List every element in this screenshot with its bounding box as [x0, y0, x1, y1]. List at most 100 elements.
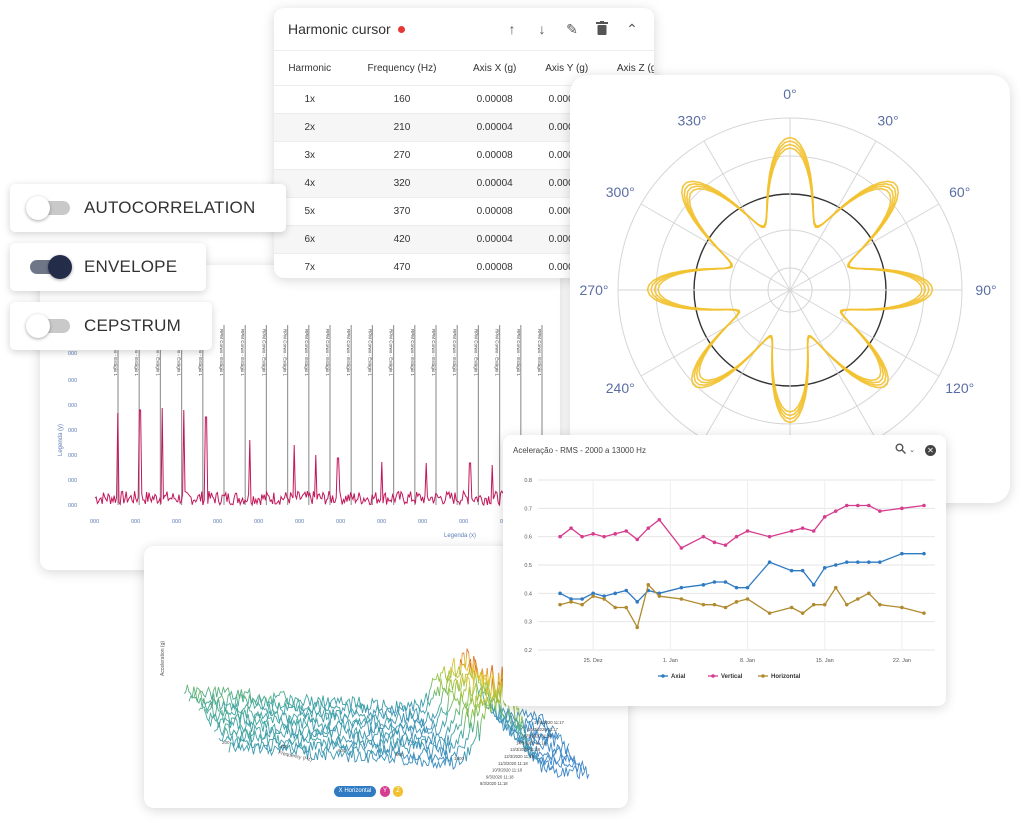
harmonic-marker-label: RPM Corwo - Estágio 1 — [346, 329, 351, 377]
harmonic-toolbar: ↑ ↓ ✎ ⌃ — [504, 20, 640, 38]
data-point — [767, 560, 772, 564]
y-tick-label: 0.5 — [524, 563, 532, 569]
data-point — [800, 611, 805, 615]
data-point — [745, 597, 750, 601]
trash-icon[interactable] — [594, 20, 610, 38]
data-point — [745, 529, 750, 533]
data-point — [580, 534, 584, 539]
data-point — [646, 583, 651, 587]
data-point — [591, 532, 595, 536]
data-point — [657, 591, 662, 596]
spectrum-x-tick: 000 — [459, 519, 468, 525]
table-cell: 0.00004 — [458, 113, 531, 142]
polar-grid-spoke — [703, 289, 791, 440]
polar-plot-panel: 0° 30° 60° 90° 120° 240° 270° 300° 330° — [570, 75, 1010, 503]
data-point — [789, 568, 794, 573]
data-point — [624, 529, 629, 533]
polar-plot: 0° 30° 60° 90° 120° 240° 270° 300° 330° — [580, 86, 997, 463]
table-cell: 0.00004 — [458, 169, 531, 198]
data-point — [679, 597, 684, 601]
spectrum-y-tick: 000 — [68, 351, 77, 357]
autocorrelation-switch[interactable] — [26, 196, 72, 220]
data-point — [635, 625, 640, 630]
table-cell: 420 — [345, 225, 459, 254]
legend-y[interactable]: Y — [380, 786, 390, 797]
legend-label: Vertical — [721, 674, 743, 680]
table-cell: 7x — [274, 253, 346, 278]
arrow-up-icon[interactable]: ↑ — [508, 20, 516, 37]
table-cell: 210 — [345, 113, 459, 142]
waterfall-x-tick: 600 — [338, 748, 346, 753]
waterfall-trace — [228, 669, 590, 780]
accel-panel-title: Aceleração - RMS - 2000 a 13000 Hz — [513, 445, 646, 455]
x-tick-label: 22. Jan — [893, 658, 911, 664]
data-point — [844, 560, 849, 564]
data-point — [789, 605, 794, 610]
data-point — [679, 546, 684, 550]
chevron-down-icon[interactable]: ⌄ — [909, 447, 915, 454]
data-point — [856, 503, 860, 508]
data-point — [712, 580, 717, 584]
accel-toolbar: ⌄ ✕ — [895, 443, 936, 457]
harmonic-marker-label: RPM Corwo - Estágio 1 — [283, 329, 288, 377]
search-icon[interactable] — [895, 443, 907, 457]
data-point — [591, 591, 595, 596]
data-point — [800, 568, 805, 573]
data-point — [922, 611, 926, 615]
spectrum-y-tick: 000 — [68, 453, 77, 459]
table-cell: 320 — [345, 169, 459, 198]
data-point — [679, 585, 684, 590]
data-point — [878, 560, 882, 564]
harmonic-panel-title: Harmonic cursor — [288, 21, 391, 37]
chevron-up-icon[interactable]: ⌃ — [626, 20, 638, 37]
waterfall-date-label: 11/3/2020 11:18 — [498, 761, 528, 766]
harmonic-marker-label: RPM Corwo - Estágio 1 — [134, 329, 139, 377]
harmonic-marker-label: RPM Corwo - Estágio 1 — [452, 329, 457, 377]
accel-panel-header: Aceleração - RMS - 2000 a 13000 Hz ⌄ ✕ — [503, 435, 946, 465]
data-point — [635, 537, 640, 542]
harmonic-marker-label: RPM Corwo - Estágio 1 — [431, 329, 436, 377]
data-point — [613, 591, 617, 596]
polar-angle-label: 240° — [606, 380, 635, 396]
arrow-down-icon[interactable]: ↓ — [538, 20, 546, 37]
harmonic-marker-label: RPM Corwo - Estágio 1 — [113, 329, 118, 377]
spectrum-x-tick: 000 — [295, 519, 304, 525]
close-icon[interactable]: ✕ — [925, 444, 936, 456]
data-point — [712, 540, 717, 545]
data-point — [734, 600, 739, 604]
pencil-icon[interactable]: ✎ — [566, 20, 578, 37]
data-point — [580, 597, 584, 601]
acceleration-rms-panel: Aceleração - RMS - 2000 a 13000 Hz ⌄ ✕ 0… — [503, 435, 946, 706]
data-point — [922, 551, 926, 556]
polar-angle-label: 330° — [678, 112, 707, 128]
polar-trace-line — [646, 136, 934, 424]
autocorrelation-toggle-card: AUTOCORRELATION — [10, 184, 286, 232]
harmonic-panel-header: Harmonic cursor ↑ ↓ ✎ ⌃ — [274, 8, 654, 51]
cepstrum-switch[interactable] — [26, 314, 72, 338]
polar-angle-label: 30° — [877, 112, 898, 128]
data-point — [833, 563, 838, 567]
envelope-switch[interactable] — [26, 255, 72, 279]
data-point — [900, 551, 904, 556]
harmonic-marker-label: RPM Corwo - Estágio 1 — [410, 329, 415, 377]
data-point — [569, 600, 573, 604]
y-tick-label: 0.7 — [524, 506, 532, 512]
data-point — [856, 560, 860, 564]
data-point — [635, 600, 640, 604]
waterfall-date-label: 13/3/2020 11:18 — [510, 747, 541, 752]
harmonic-marker-label: RPM Corwo - Estágio 1 — [219, 329, 224, 377]
data-point — [701, 534, 706, 539]
data-point — [657, 594, 662, 598]
spectrum-x-tick: 000 — [254, 519, 263, 525]
legend-z[interactable]: Z — [393, 786, 403, 797]
legend-x-horizontal[interactable]: X Horizontal — [334, 786, 376, 797]
data-point — [767, 611, 772, 615]
polar-grid-spoke — [640, 289, 791, 377]
table-cell: 370 — [345, 197, 459, 226]
column-header: Axis X (g) — [473, 62, 517, 74]
polar-angle-label: 300° — [606, 184, 635, 200]
data-point — [811, 602, 816, 607]
envelope-toggle-card: ENVELOPE — [10, 243, 206, 291]
